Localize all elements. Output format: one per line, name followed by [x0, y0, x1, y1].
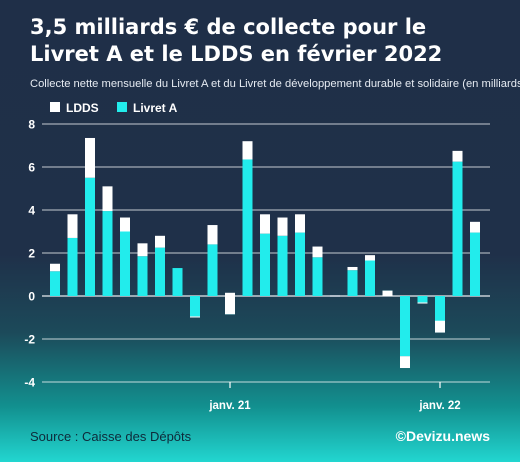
bar-ldds — [137, 243, 148, 257]
x-tick-label: janv. 22 — [418, 400, 460, 412]
bar-livret-a — [400, 296, 410, 357]
source-note: Source : Caisse des Dépôts — [30, 429, 192, 444]
bar-ldds — [50, 263, 60, 272]
y-tick-label: 6 — [28, 161, 35, 175]
bar-ldds — [207, 225, 218, 245]
bar-livret-a — [85, 177, 95, 296]
bar-livret-a — [347, 270, 358, 296]
bar-ldds — [470, 221, 480, 233]
bar-ldds — [120, 217, 130, 232]
bar-ldds — [155, 235, 165, 248]
y-tick-label: 4 — [28, 204, 35, 218]
bar-ldds — [312, 246, 323, 258]
bar-ldds — [452, 150, 463, 162]
bar-livret-a — [365, 260, 375, 296]
bar-ldds — [277, 217, 288, 236]
bar-ldds — [67, 214, 78, 238]
legend-swatch — [50, 102, 60, 112]
bar-livret-a — [417, 296, 428, 303]
y-tick-label: 8 — [28, 118, 35, 132]
bar-ldds — [382, 290, 393, 296]
bar-ldds — [85, 137, 95, 178]
bar-livret-a — [137, 256, 148, 296]
bar-livret-a — [470, 232, 480, 296]
y-tick-label: -2 — [24, 333, 35, 347]
y-tick-label: 0 — [28, 290, 35, 304]
bar-ldds — [347, 266, 358, 271]
bar-ldds — [225, 292, 235, 315]
bar-ldds — [435, 320, 445, 333]
bar-livret-a — [295, 232, 305, 296]
bar-ldds — [295, 214, 305, 233]
credit-label: ©Devizu.news — [395, 428, 490, 444]
y-tick-label: -4 — [24, 376, 35, 390]
chart-subtitle: Collecte nette mensuelle du Livret A et … — [30, 78, 520, 90]
legend-label: LDDS — [66, 101, 99, 115]
bar-livret-a — [172, 268, 183, 296]
bar-ldds — [242, 141, 253, 160]
legend-swatch — [117, 102, 127, 112]
bar-livret-a — [435, 296, 445, 333]
x-tick-label: janv. 21 — [208, 400, 251, 412]
bar-ldds — [102, 186, 113, 212]
bar-livret-a — [102, 211, 113, 296]
bar-ldds — [260, 214, 270, 234]
bar-livret-a — [155, 247, 165, 296]
bar-livret-a — [120, 231, 130, 296]
legend-label: Livret A — [133, 101, 178, 115]
y-tick-label: 2 — [28, 247, 35, 261]
bar-ldds — [400, 356, 410, 369]
bar-ldds — [365, 255, 375, 261]
bar-ldds — [417, 302, 428, 304]
bar-livret-a — [260, 233, 270, 296]
bar-livret-a — [190, 296, 200, 317]
bar-livret-a — [452, 161, 463, 296]
chart-title: 3,5 milliards € de collecte pour le Livr… — [30, 15, 443, 66]
bar-livret-a — [50, 271, 60, 296]
bar-livret-a — [67, 237, 78, 296]
bar-ldds — [190, 316, 200, 318]
bar-livret-a — [277, 235, 288, 296]
bar-livret-a — [207, 244, 218, 296]
bar-livret-a — [312, 257, 323, 296]
bar-livret-a — [242, 159, 253, 296]
